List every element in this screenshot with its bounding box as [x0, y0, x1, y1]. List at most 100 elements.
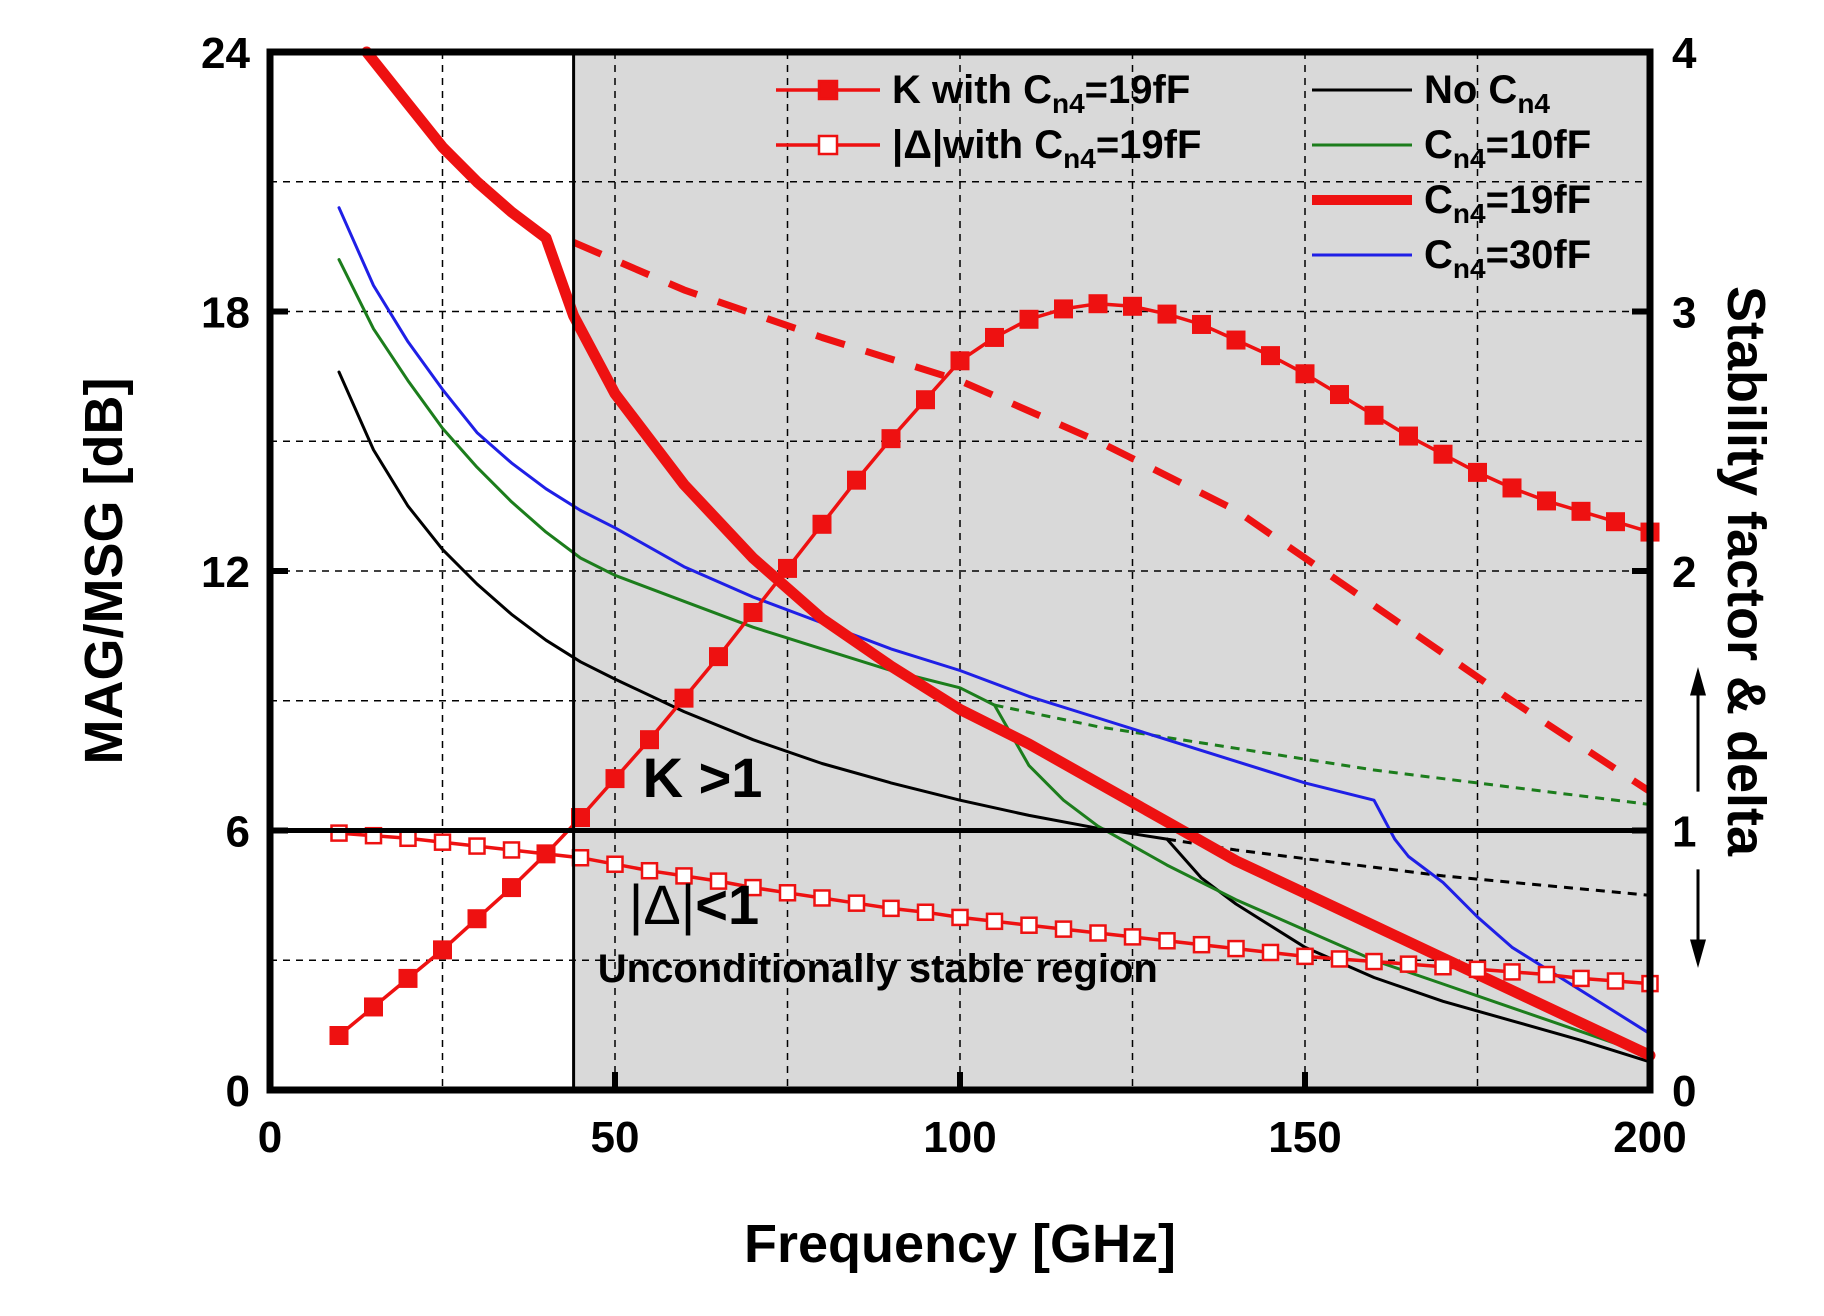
x-tick-label: 150	[1268, 1113, 1341, 1162]
y-axis-title: MAG/MSG [dB]	[74, 378, 134, 765]
data-point-k19	[847, 470, 866, 490]
legend-label-c30: Cn4=30fF	[1424, 233, 1591, 284]
series-line-no_ext	[1166, 837, 1651, 897]
data-point-d19	[1503, 963, 1521, 981]
data-point-k19	[605, 769, 625, 789]
stable-region-label: Unconditionally stable region	[598, 947, 1158, 991]
data-point-d19	[916, 903, 935, 921]
annotations: K >1 |Δ|<1 Unconditionally stable region	[598, 746, 1158, 991]
data-point-k19	[812, 514, 832, 534]
data-point-d19	[951, 908, 969, 927]
data-point-d19	[571, 848, 590, 867]
y2-tick-label: 0	[1672, 1067, 1696, 1116]
data-point-d19	[1434, 957, 1452, 976]
data-point-d19	[882, 899, 900, 918]
data-point-d19	[433, 833, 452, 851]
data-point-k19	[1502, 478, 1522, 498]
y-tick-label: 12	[201, 548, 250, 597]
series-line-c10	[337, 258, 996, 707]
legend-label-text: =10fF	[1486, 123, 1592, 167]
data-point-k19	[467, 909, 487, 929]
legend-label-subscript: n4	[1453, 253, 1486, 284]
data-point-d19	[1158, 932, 1176, 950]
legend-label-subscript: n4	[1453, 143, 1486, 174]
legend-label-no: No Cn4	[1424, 68, 1550, 119]
y-tick-label: 18	[201, 289, 250, 338]
data-point-d19	[778, 884, 797, 902]
data-point-d19	[1365, 952, 1383, 971]
data-point-k19	[536, 844, 556, 864]
markers-layer	[329, 294, 1660, 1046]
reference-lines	[270, 52, 1650, 1090]
data-point-d19	[606, 855, 624, 873]
data-point-d19	[1606, 972, 1625, 990]
data-point-d19	[1296, 947, 1314, 966]
data-point-k19	[433, 940, 452, 960]
data-point-d19	[1261, 943, 1280, 962]
data-point-d19	[1330, 950, 1349, 968]
data-point-k19	[364, 997, 383, 1017]
data-point-k19	[1157, 304, 1177, 324]
series-line-c10_low	[993, 703, 1652, 1057]
data-point-k19	[1295, 364, 1315, 384]
legend-label-subscript: n4	[1517, 88, 1550, 119]
data-point-d19	[1399, 955, 1418, 973]
data-point-k19	[985, 327, 1004, 347]
data-point-k19	[1433, 444, 1453, 464]
legend-label-c10: Cn4=10fF	[1424, 123, 1591, 174]
y2-tick-label: 1	[1672, 808, 1696, 857]
data-point-d19	[1054, 920, 1073, 938]
legend-label-text: No C	[1424, 68, 1517, 112]
data-point-k19	[743, 603, 763, 623]
legend-label-text: =19fF	[1096, 123, 1202, 167]
data-point-d19	[1537, 965, 1556, 984]
data-point-k19	[1123, 296, 1142, 316]
k-greater-than-one-label: K >1	[643, 746, 763, 809]
data-point-d19	[985, 912, 1004, 931]
legend-label-k19: K with Cn4=19fF	[892, 68, 1190, 119]
data-point-k19	[916, 390, 935, 410]
legend-label-text: =30fF	[1486, 233, 1592, 277]
legend-label-text: C	[1424, 233, 1453, 277]
data-point-d19	[468, 837, 486, 855]
data-point-d19	[675, 867, 693, 885]
legend-swatch-marker-d19	[817, 134, 839, 156]
data-point-k19	[1261, 346, 1280, 366]
data-point-d19	[1572, 969, 1590, 988]
legend-label-text: C	[1424, 178, 1453, 222]
series-line-c30	[337, 206, 1652, 1036]
data-point-k19	[1226, 330, 1246, 350]
series-line-c19_dash	[572, 239, 1652, 795]
data-point-k19	[1364, 405, 1384, 425]
x-tick-label: 100	[923, 1113, 996, 1162]
legend-label-subscript: n4	[1063, 143, 1096, 174]
data-point-k19	[1468, 462, 1487, 482]
data-point-k19	[1192, 314, 1211, 334]
y2-tick-label: 2	[1672, 548, 1696, 597]
data-point-d19	[709, 872, 728, 890]
legend-label-text: |Δ|with C	[892, 123, 1063, 167]
data-point-d19	[847, 894, 866, 912]
legend-label-d19: |Δ|with Cn4=19fF	[892, 123, 1201, 174]
x-tick-label: 50	[591, 1113, 640, 1162]
data-point-k19	[1019, 309, 1039, 329]
legend-label-text: K with C	[892, 68, 1052, 112]
data-point-k19	[674, 688, 694, 708]
data-point-d19	[330, 824, 348, 842]
data-point-d19	[640, 861, 659, 880]
data-point-k19	[1606, 512, 1625, 532]
delta-label-suffix: <1	[695, 873, 759, 936]
series-line-c19	[361, 46, 1656, 1061]
x-axis-title: Frequency [GHz]	[744, 1214, 1176, 1274]
data-point-d19	[1227, 939, 1245, 958]
data-point-k19	[881, 429, 901, 449]
arrow-up-head	[1690, 667, 1706, 696]
data-point-k19	[329, 1026, 349, 1046]
data-point-k19	[1571, 501, 1591, 521]
arrow-down-head	[1690, 939, 1706, 969]
data-point-d19	[1123, 928, 1142, 946]
y-tick-label: 6	[226, 808, 250, 857]
data-point-d19	[1020, 916, 1038, 934]
